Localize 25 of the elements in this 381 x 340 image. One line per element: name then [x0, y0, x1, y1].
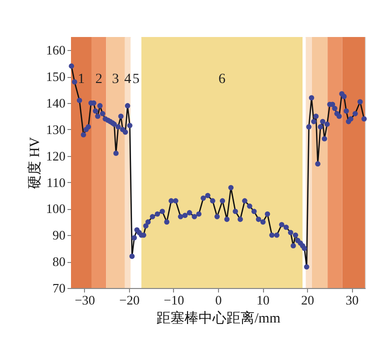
x-tick-label: 20 — [301, 292, 314, 308]
y-tick-label: 110 — [46, 174, 66, 190]
band-label: 5 — [132, 72, 140, 87]
x-tick-label: −30 — [74, 292, 96, 308]
y-tick-label: 160 — [46, 42, 66, 58]
x-tick-label: 0 — [215, 292, 222, 308]
x-tick-label: −20 — [119, 292, 140, 308]
y-tick-label: 100 — [46, 201, 66, 216]
band-label: 1 — [78, 72, 85, 87]
band-label: 6 — [218, 72, 226, 87]
y-tick-label: 70 — [52, 280, 66, 296]
y-tick-label: 120 — [46, 148, 66, 164]
band-label: 4 — [124, 72, 132, 87]
x-tick-label: 30 — [346, 292, 359, 308]
band-label: 2 — [95, 72, 102, 87]
y-tick-label: 150 — [46, 69, 66, 84]
band-label: 3 — [112, 72, 120, 87]
x-tick-label: −10 — [164, 292, 184, 308]
y-tick-label: 90 — [52, 228, 66, 243]
x-axis-title: 距塞棒中心距离/mm — [156, 310, 280, 326]
y-tick-label: 140 — [46, 96, 66, 111]
y-tick-label: 80 — [52, 254, 66, 270]
y-axis-title: 硬度 HV — [27, 137, 43, 189]
y-tick-label: 130 — [46, 122, 66, 137]
x-tick-label: 10 — [256, 292, 270, 308]
